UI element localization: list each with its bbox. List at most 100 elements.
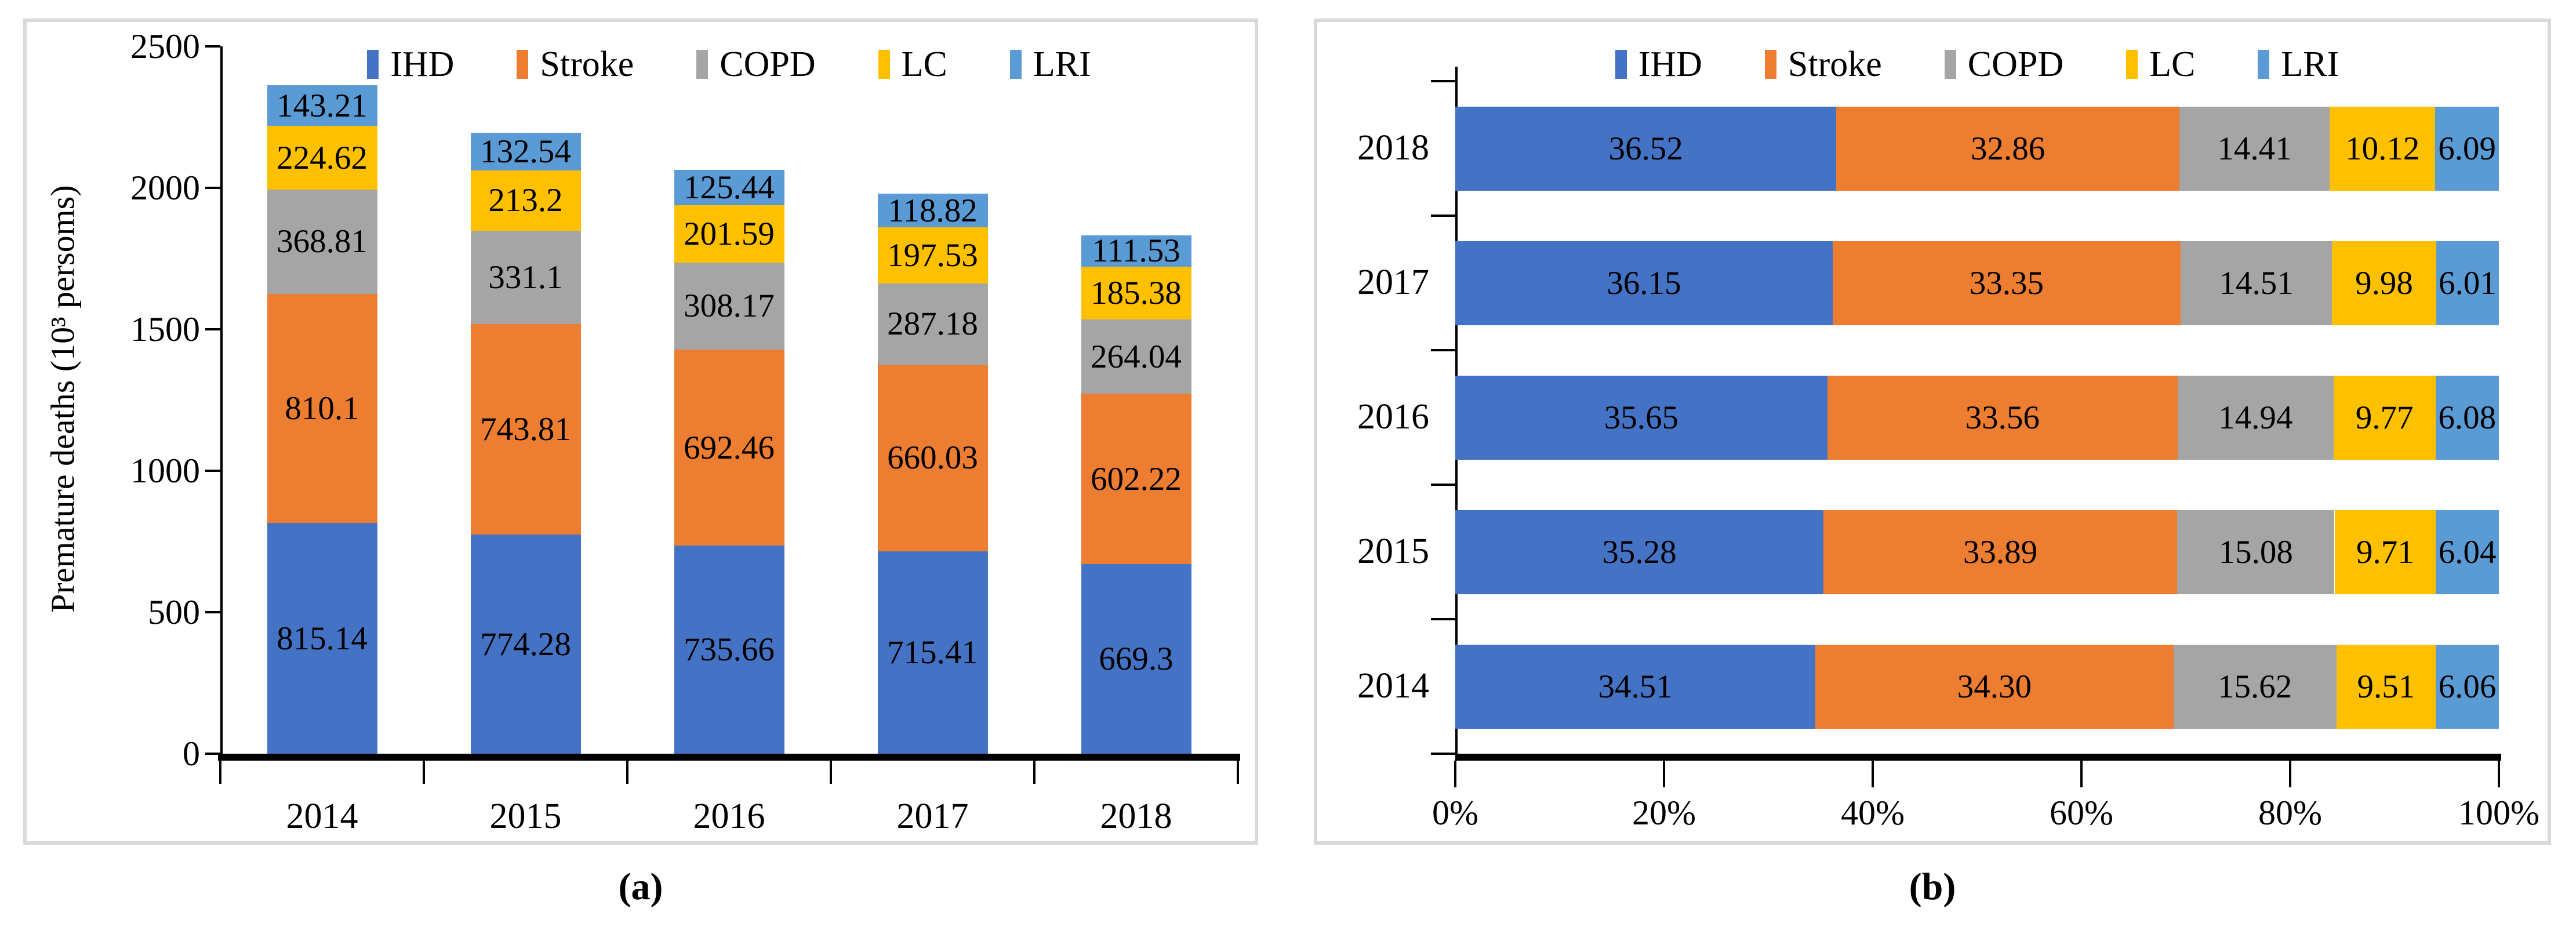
bar-value-label: 735.66 [684, 631, 775, 668]
x-axis-tick [1237, 757, 1239, 784]
bar-segment-ihd: 36.52 [1455, 106, 1837, 191]
lc-series-swatch-icon [2126, 50, 2138, 79]
bar-value-label: 33.56 [1965, 399, 2040, 436]
chart-panel-b: IHD Stroke COPD LC LRI 36.52 32.86 14.41 10.12 6… [1314, 19, 2551, 845]
bar-value-label: 34.51 [1598, 668, 1673, 705]
bar-value-label: 35.28 [1602, 533, 1677, 570]
y-axis-tick-label: 0 [183, 735, 200, 773]
bar-segment-ihd: 36.15 [1455, 241, 1833, 325]
y-axis-tick-label: 1500 [130, 310, 200, 348]
bar-segment-stroke: 810.1 [267, 293, 377, 524]
legend-item-lri: LRI [2258, 46, 2339, 82]
bar-segment-copd: 308.17 [674, 262, 784, 350]
x-axis-tick-label: 20% [1632, 794, 1696, 832]
x-axis-tick [1033, 757, 1036, 784]
legend-label: IHD [390, 45, 455, 84]
ihd-series-swatch-icon [1615, 50, 1627, 79]
stroke-series-swatch-icon [517, 50, 529, 79]
bar-segment-stroke: 602.22 [1081, 394, 1191, 565]
bar-value-label: 692.46 [684, 429, 775, 466]
bar-value-label: 368.81 [277, 223, 368, 260]
bar-value-label: 185.38 [1091, 274, 1182, 311]
bar-value-label: 15.62 [2218, 668, 2292, 705]
x-axis-tick [2289, 761, 2291, 787]
bar-segment-copd: 15.08 [2177, 510, 2335, 594]
bar-segment-lri: 132.54 [470, 132, 581, 170]
lc-series-swatch-icon [878, 50, 890, 79]
bar-value-label: 669.3 [1099, 641, 1173, 678]
bar-value-label: 14.51 [2219, 264, 2294, 301]
legend-item-copd: COPD [696, 46, 816, 82]
bar-value-label: 264.04 [1091, 338, 1182, 375]
x-axis-tick [1872, 761, 1874, 787]
bar-value-label: 36.15 [1607, 264, 1681, 301]
legend-item-copd: COPD [1944, 45, 2064, 84]
bar-value-label: 6.09 [2438, 130, 2497, 167]
bar-segment-ihd: 669.3 [1081, 564, 1191, 754]
bar-value-label: 111.53 [1092, 232, 1180, 270]
bar-value-label: 33.35 [1969, 264, 2044, 301]
panel-a-caption: (a) [618, 866, 663, 908]
bar-value-label: 132.54 [480, 133, 571, 170]
y-axis-tick [205, 753, 220, 755]
bar-segment-ihd: 774.28 [470, 535, 581, 754]
x-axis-category-label: 2014 [286, 797, 358, 836]
legend-item-lri: LRI [1009, 46, 1091, 82]
x-axis-category-label: 2018 [1100, 797, 1172, 836]
bar-value-label: 33.89 [1963, 533, 2038, 570]
y-axis-tick-label: 2000 [130, 169, 200, 207]
legend-item-stroke: Stroke [1764, 46, 1882, 82]
x-axis-tick [2498, 761, 2500, 787]
bar-segment-lri: 6.04 [2436, 510, 2499, 594]
bar-value-label: 9.98 [2355, 264, 2413, 301]
bar-value-label: 602.22 [1091, 460, 1182, 497]
bar-segment-lc: 224.62 [267, 126, 377, 190]
y-axis-tick [205, 328, 220, 330]
bar-segment-ihd: 735.66 [674, 545, 784, 754]
bar-value-label: 118.82 [888, 192, 978, 229]
y-axis-tick [1431, 618, 1455, 620]
y-axis-line [220, 46, 223, 761]
legend-item-lc: LC [878, 46, 947, 82]
chart-panel-a: IHD Stroke COPD LC LRI Premature deaths (10³… [23, 19, 1258, 845]
bar-segment-stroke: 32.86 [1836, 106, 2179, 191]
legend-a: IHD Stroke COPD LC LRI [220, 38, 1238, 90]
y-axis-tick-label: 1000 [130, 452, 200, 490]
bar-value-label: 810.1 [285, 390, 359, 427]
bar-segment-stroke: 743.81 [470, 324, 581, 535]
x-axis-tick [626, 757, 628, 784]
bar-segment-copd: 14.51 [2181, 241, 2332, 325]
copd-series-swatch-icon [696, 50, 709, 79]
x-axis-tick [2080, 761, 2083, 787]
bar-segment-stroke: 692.46 [674, 350, 784, 546]
bar-value-label: 9.71 [2356, 533, 2414, 570]
bar-value-label: 143.21 [277, 87, 368, 124]
y-axis-year-label: 2014 [1357, 666, 1429, 706]
legend-item-ihd: IHD [1615, 46, 1702, 82]
bar-value-label: 201.59 [684, 216, 775, 252]
bar-value-label: 660.03 [887, 439, 978, 477]
y-axis-tick [1431, 80, 1455, 82]
x-axis-tick-label: 80% [2258, 794, 2322, 832]
legend-label: IHD [1638, 45, 1702, 84]
x-axis-tick-label: 0% [1432, 794, 1478, 832]
bar-value-label: 308.17 [684, 288, 775, 325]
y-axis-tick [205, 470, 220, 472]
copd-series-swatch-icon [1944, 50, 1956, 79]
plot-area-b: 36.52 32.86 14.41 10.12 6.09 2018 36.15 33.35 14… [1357, 67, 2539, 831]
bar-segment-lri: 143.21 [267, 85, 377, 126]
bar-value-label: 197.53 [887, 237, 978, 274]
bar-segment-lc: 197.53 [877, 227, 988, 284]
bar-segment-lc: 201.59 [674, 205, 784, 263]
y-axis-tick [205, 187, 220, 189]
bar-segment-lri: 6.01 [2436, 241, 2499, 325]
bar-value-label: 9.51 [2357, 668, 2415, 705]
legend-label: Stroke [540, 45, 634, 84]
bar-value-label: 213.2 [488, 182, 563, 219]
bar-value-label: 6.06 [2438, 668, 2497, 705]
bar-segment-lc: 9.51 [2336, 644, 2436, 729]
bar-value-label: 14.94 [2218, 399, 2293, 436]
bar-value-label: 15.08 [2218, 533, 2293, 570]
bar-segment-ihd: 715.41 [877, 551, 988, 754]
legend-label: COPD [1967, 45, 2064, 84]
